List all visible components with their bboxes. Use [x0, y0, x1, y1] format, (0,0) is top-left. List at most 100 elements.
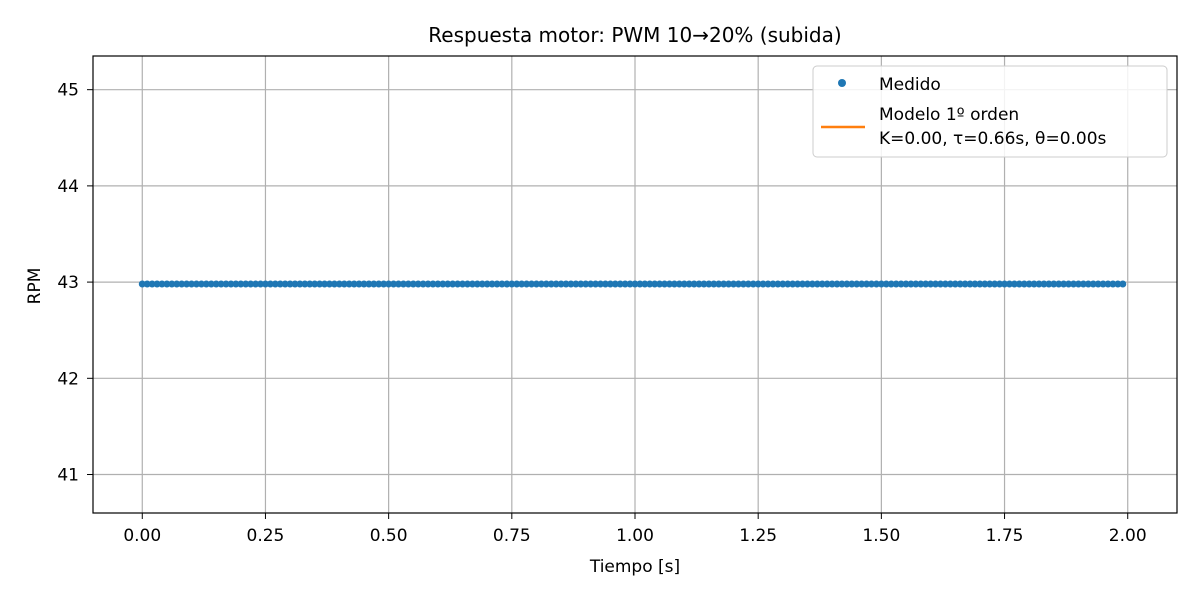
data-point — [868, 280, 876, 288]
data-point — [582, 280, 590, 288]
data-point — [971, 280, 979, 288]
data-point — [739, 280, 747, 288]
data-point — [217, 280, 225, 288]
data-point — [611, 280, 619, 288]
data-point — [587, 280, 595, 288]
data-point — [523, 280, 531, 288]
data-point — [281, 280, 289, 288]
data-point — [882, 280, 890, 288]
data-point — [296, 280, 304, 288]
data-point — [1094, 280, 1102, 288]
data-point — [621, 280, 629, 288]
data-point — [991, 280, 999, 288]
data-point — [794, 280, 802, 288]
data-point — [188, 280, 196, 288]
data-point — [266, 280, 274, 288]
data-point — [833, 280, 841, 288]
data-point — [680, 280, 688, 288]
data-point — [651, 280, 659, 288]
data-point — [459, 280, 467, 288]
data-point — [286, 280, 294, 288]
data-point — [1060, 280, 1068, 288]
data-point — [380, 280, 388, 288]
data-point — [528, 280, 536, 288]
data-point — [1025, 280, 1033, 288]
data-point — [818, 280, 826, 288]
data-point — [966, 280, 974, 288]
data-point — [872, 280, 880, 288]
data-point — [163, 280, 171, 288]
data-point — [1020, 280, 1028, 288]
data-point — [1119, 280, 1127, 288]
data-point — [784, 280, 792, 288]
data-point — [956, 280, 964, 288]
data-point — [897, 280, 905, 288]
data-point — [409, 280, 417, 288]
data-point — [789, 280, 797, 288]
data-point — [419, 280, 427, 288]
data-point — [257, 280, 265, 288]
legend-label-modelo: Modelo 1º orden — [879, 105, 1019, 125]
data-point — [439, 280, 447, 288]
data-point — [518, 280, 526, 288]
data-point — [646, 280, 654, 288]
data-point — [375, 280, 383, 288]
data-point — [853, 280, 861, 288]
data-point — [1001, 280, 1009, 288]
data-point — [1104, 280, 1112, 288]
data-point — [863, 280, 871, 288]
data-point — [976, 280, 984, 288]
data-point — [705, 280, 713, 288]
y-tick-label: 43 — [57, 273, 79, 293]
data-point — [606, 280, 614, 288]
data-point — [803, 280, 811, 288]
y-tick-label: 42 — [57, 369, 79, 389]
data-point — [877, 280, 885, 288]
data-point — [907, 280, 915, 288]
data-point — [1070, 280, 1078, 288]
data-point — [503, 280, 511, 288]
data-point — [429, 280, 437, 288]
data-point — [567, 280, 575, 288]
data-point — [330, 280, 338, 288]
data-point — [823, 280, 831, 288]
data-point — [488, 280, 496, 288]
data-point — [1114, 280, 1122, 288]
data-point — [463, 280, 471, 288]
data-point — [715, 280, 723, 288]
data-point — [1030, 280, 1038, 288]
data-point — [168, 280, 176, 288]
data-point — [360, 280, 368, 288]
data-point — [192, 280, 200, 288]
data-point — [547, 280, 555, 288]
data-point — [316, 280, 324, 288]
data-point — [1109, 280, 1117, 288]
data-point — [626, 280, 634, 288]
data-point — [700, 280, 708, 288]
x-tick-label: 1.25 — [739, 526, 777, 546]
data-point — [769, 280, 777, 288]
data-point — [153, 280, 161, 288]
data-point — [355, 280, 363, 288]
data-point — [641, 280, 649, 288]
data-point — [828, 280, 836, 288]
data-point — [843, 280, 851, 288]
data-point — [537, 280, 545, 288]
data-point — [656, 280, 664, 288]
data-point — [1010, 280, 1018, 288]
data-point — [725, 280, 733, 288]
data-point — [212, 280, 220, 288]
x-tick-label: 0.25 — [247, 526, 285, 546]
y-tick-label: 41 — [57, 466, 79, 486]
data-point — [675, 280, 683, 288]
legend-marker-medido — [838, 79, 846, 87]
x-tick-label: 2.00 — [1109, 526, 1147, 546]
data-point — [1065, 280, 1073, 288]
data-point — [301, 280, 309, 288]
data-point — [902, 280, 910, 288]
data-point — [444, 280, 452, 288]
data-point — [394, 280, 402, 288]
data-point — [552, 280, 560, 288]
data-point — [252, 280, 260, 288]
